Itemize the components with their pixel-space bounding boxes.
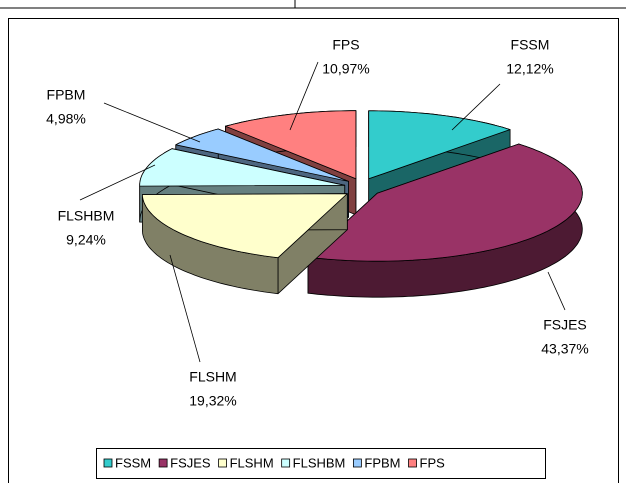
legend-label: FPBM <box>364 455 400 470</box>
chart-border <box>8 18 619 483</box>
legend-label: FLSHBM <box>293 455 346 470</box>
leader-line <box>79 164 156 201</box>
slice-name: FSJES <box>543 317 587 333</box>
slice-name: FLSHBM <box>58 208 115 224</box>
slice-value: 4,98% <box>46 111 86 127</box>
legend-box <box>96 448 546 479</box>
leader-line <box>103 102 201 143</box>
legend-swatch <box>103 458 113 468</box>
slice <box>307 143 583 262</box>
labels: FSSM 12,12% FSJES 43,37% FLSHM 19,32% FLSHBM 9,… <box>46 37 589 409</box>
pie <box>139 110 583 298</box>
legend-swatch <box>408 458 417 468</box>
legend-label: FSSM <box>115 455 151 470</box>
slice-value: 43,37% <box>541 341 588 357</box>
slice-name: FSSM <box>511 37 550 53</box>
slice-value: 12,12% <box>506 61 553 77</box>
legend-swatch <box>158 458 168 468</box>
slice <box>225 110 357 180</box>
slice <box>175 128 349 182</box>
slice-name: FPBM <box>47 87 86 103</box>
legend-swatch <box>281 458 291 468</box>
slice-name: FPS <box>332 37 359 53</box>
slice <box>368 110 511 180</box>
slice <box>139 148 346 187</box>
slice-value: 10,97% <box>322 61 369 77</box>
leader-line <box>547 271 566 311</box>
legend-label: FSJES <box>170 455 211 470</box>
slice-value: 9,24% <box>66 232 106 248</box>
leader-line <box>289 61 319 131</box>
legend: FSSM FSJES FLSHM FLSHBM FPBM FPS <box>96 448 546 479</box>
slice-name: FLSHM <box>189 369 236 385</box>
leader-line <box>451 83 501 131</box>
leader-line <box>169 254 201 363</box>
legend-swatch <box>218 458 227 468</box>
slice <box>142 193 348 259</box>
legend-label: FLSHM <box>230 455 274 470</box>
legend-swatch <box>352 458 362 468</box>
slice-value: 19,32% <box>189 393 236 409</box>
legend-label: FPS <box>420 455 446 470</box>
